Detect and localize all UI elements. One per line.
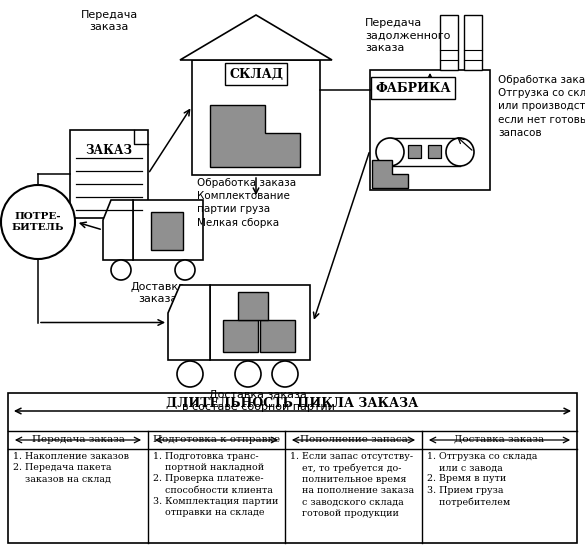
Text: Доставка
заказа: Доставка заказа [130, 282, 185, 305]
Text: Пополнение запаса: Пополнение запаса [300, 434, 407, 444]
Text: СКЛАД: СКЛАД [229, 67, 283, 80]
Bar [408, 145, 421, 158]
Text: ЗАКАЗ: ЗАКАЗ [85, 143, 132, 156]
Bar [260, 320, 295, 352]
Text: Подготовка к отправке: Подготовка к отправке [153, 434, 280, 444]
Text: 1. Если запас отсутству-
    ет, то требуется до-
    полнительное время
    на : 1. Если запас отсутству- ет, то требуетс… [290, 452, 414, 518]
Text: ДЛИТЕЛЬНОСТЬ ЦИКЛА ЗАКАЗА: ДЛИТЕЛЬНОСТЬ ЦИКЛА ЗАКАЗА [166, 397, 419, 410]
Bar [428, 145, 441, 158]
Text: ПОТРЕ-
БИТЕЛЬ: ПОТРЕ- БИТЕЛЬ [12, 212, 64, 232]
Bar [210, 285, 310, 360]
Circle shape [111, 260, 131, 280]
Text: Обработка заказа
Комплектование
партии груза
Мелкая сборка: Обработка заказа Комплектование партии г… [197, 178, 296, 228]
Text: Передача заказа: Передача заказа [32, 434, 125, 444]
Circle shape [272, 361, 298, 387]
Bar [133, 200, 203, 260]
Text: ФАБРИКА: ФАБРИКА [375, 82, 450, 95]
Bar [70, 130, 148, 218]
Text: Передача
задолженного
заказа: Передача задолженного заказа [365, 18, 450, 53]
Text: 1. Отгрузка со склада
    или с завода
2. Время в пути
3. Прием груза
    потреб: 1. Отгрузка со склада или с завода 2. Вр… [427, 452, 538, 507]
Circle shape [175, 260, 195, 280]
Bar [151, 212, 183, 250]
Bar [223, 320, 258, 352]
Circle shape [177, 361, 203, 387]
Bar [464, 15, 482, 70]
Polygon shape [168, 285, 210, 360]
Bar [370, 70, 490, 190]
Polygon shape [103, 200, 133, 260]
Text: Обработка заказа
Отгрузка со склада
или производство,
если нет готовых
запасов: Обработка заказа Отгрузка со склада или … [498, 75, 585, 138]
Bar [440, 15, 458, 70]
Text: 1. Подготовка транс-
    портной накладной
2. Проверка платеже-
    способности : 1. Подготовка транс- портной накладной 2… [153, 452, 278, 517]
Text: Передача
заказа: Передача заказа [80, 10, 137, 32]
Polygon shape [180, 15, 332, 60]
Circle shape [446, 138, 474, 166]
Circle shape [235, 361, 261, 387]
Bar [8, 393, 577, 543]
Text: 1. Накопление заказов
2. Передача пакета
    заказов на склад: 1. Накопление заказов 2. Передача пакета… [13, 452, 129, 484]
Polygon shape [210, 105, 300, 167]
Circle shape [376, 138, 404, 166]
Circle shape [1, 185, 75, 259]
Text: Доставка заказа: Доставка заказа [455, 434, 545, 444]
Bar [238, 292, 268, 320]
Bar [192, 60, 320, 175]
Polygon shape [372, 160, 408, 188]
Text: Доставка заказа
в составе сборной партии: Доставка заказа в составе сборной партии [181, 390, 335, 412]
